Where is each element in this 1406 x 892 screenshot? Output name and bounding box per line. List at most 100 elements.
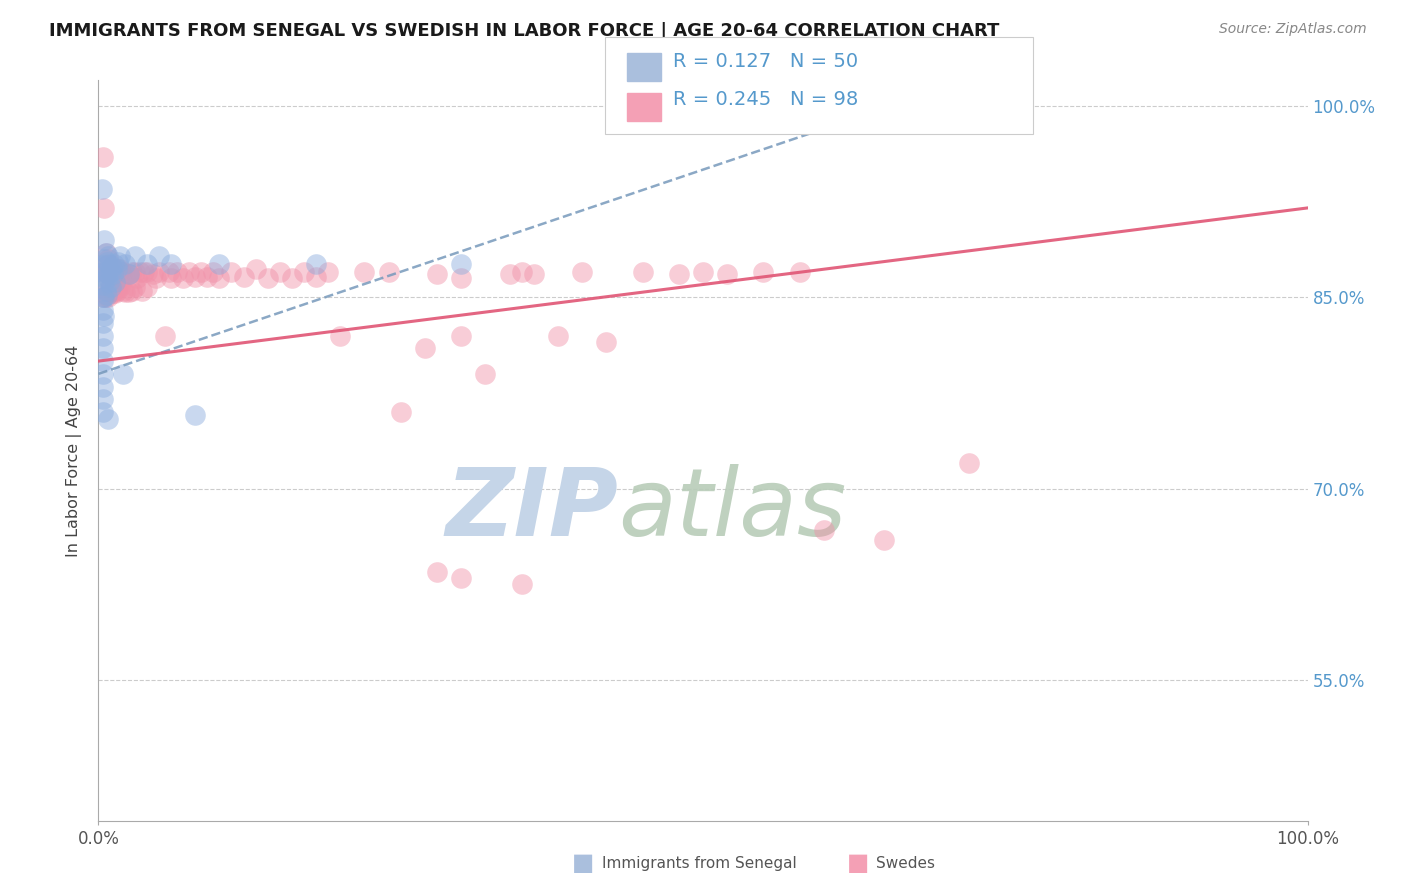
Point: [108, 280, 131, 294]
Point: [96, 259, 118, 273]
Point: [157, 265, 180, 279]
Point: [94, 245, 117, 260]
Text: ZIP: ZIP: [446, 464, 619, 556]
Point: [107, 262, 129, 277]
Text: Immigrants from Senegal: Immigrants from Senegal: [602, 856, 797, 871]
Point: [245, 262, 267, 277]
Point: [631, 265, 654, 279]
Point: [118, 268, 141, 282]
Point: [97, 271, 120, 285]
Point: [305, 257, 328, 271]
Point: [134, 265, 156, 279]
Point: [121, 284, 143, 298]
Point: [221, 265, 243, 279]
Point: [127, 271, 149, 285]
Point: [413, 342, 436, 356]
Point: [111, 284, 134, 298]
Point: [97, 249, 120, 263]
Point: [121, 265, 143, 279]
Point: [114, 285, 136, 300]
Point: [256, 271, 278, 285]
Point: [160, 257, 183, 271]
Point: [571, 265, 593, 279]
Point: [103, 257, 125, 271]
Point: [93, 252, 115, 266]
Point: [91, 342, 114, 356]
Point: [105, 262, 128, 277]
Point: [100, 265, 122, 279]
Point: [329, 328, 352, 343]
Point: [94, 245, 117, 260]
Point: [292, 265, 315, 279]
Point: [96, 271, 118, 285]
Point: [450, 271, 472, 285]
Point: [101, 268, 124, 282]
Point: [281, 271, 304, 285]
Point: [97, 290, 120, 304]
Point: [91, 259, 114, 273]
Point: [97, 268, 120, 282]
Point: [118, 268, 141, 282]
Point: [426, 565, 449, 579]
Point: [202, 265, 225, 279]
Point: [547, 328, 569, 343]
Point: [510, 265, 533, 279]
Point: [91, 392, 114, 407]
Point: [98, 265, 121, 279]
Point: [93, 265, 115, 279]
Point: [595, 334, 617, 349]
Point: [91, 405, 114, 419]
Point: [91, 290, 114, 304]
Point: [93, 310, 115, 324]
Point: [498, 268, 520, 282]
Y-axis label: In Labor Force | Age 20-64: In Labor Force | Age 20-64: [66, 344, 83, 557]
Point: [124, 280, 146, 294]
Point: [813, 523, 835, 537]
Point: [100, 284, 122, 298]
Point: [208, 257, 231, 271]
Point: [105, 284, 128, 298]
Point: [108, 249, 131, 263]
Point: [128, 265, 150, 279]
Point: [91, 328, 114, 343]
Point: [94, 265, 117, 279]
Point: [110, 265, 132, 279]
Point: [873, 533, 896, 547]
Point: [305, 269, 328, 284]
Text: R = 0.127   N = 50: R = 0.127 N = 50: [673, 53, 859, 71]
Point: [316, 265, 339, 279]
Point: [145, 271, 167, 285]
Point: [91, 367, 114, 381]
Point: [692, 265, 714, 279]
Point: [269, 265, 291, 279]
Point: [100, 260, 122, 274]
Point: [190, 265, 212, 279]
Point: [716, 268, 738, 282]
Point: [377, 265, 399, 279]
Point: [107, 280, 129, 294]
Point: [104, 275, 127, 289]
Point: [105, 265, 128, 279]
Text: atlas: atlas: [619, 464, 846, 555]
Point: [523, 268, 546, 282]
Point: [752, 265, 775, 279]
Point: [108, 262, 131, 277]
Point: [93, 201, 115, 215]
Point: [118, 285, 141, 300]
Point: [93, 233, 115, 247]
Point: [131, 284, 153, 298]
Point: [148, 265, 170, 279]
Text: Swedes: Swedes: [876, 856, 935, 871]
Point: [91, 354, 114, 368]
Point: [98, 275, 121, 289]
Point: [153, 328, 176, 343]
Point: [668, 268, 690, 282]
Point: [107, 254, 129, 268]
Point: [100, 277, 122, 292]
Point: [93, 271, 115, 285]
Point: [179, 265, 201, 279]
Point: [98, 257, 121, 271]
Point: [100, 265, 122, 279]
Point: [184, 269, 207, 284]
Point: [389, 405, 412, 419]
